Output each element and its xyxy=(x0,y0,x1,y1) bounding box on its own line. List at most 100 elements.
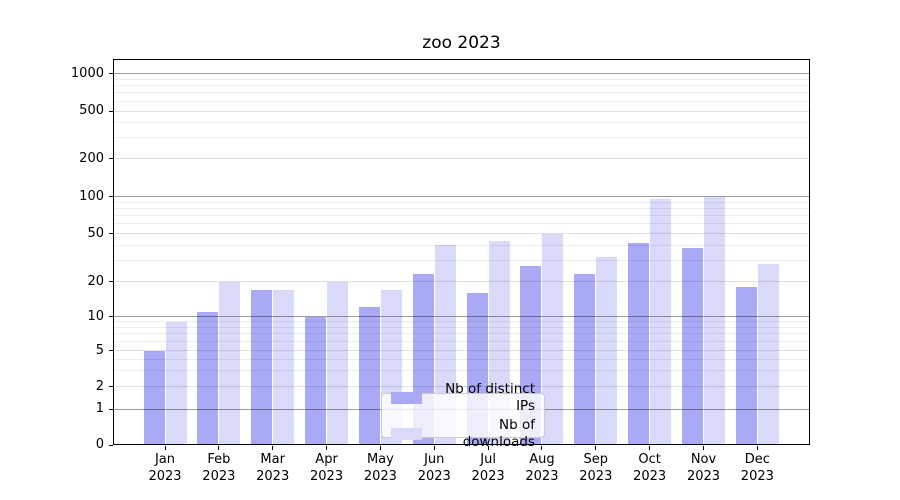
gridline-200 xyxy=(114,158,809,159)
x-tick-label: Oct 2023 xyxy=(633,452,667,484)
bar-nb-of-downloads-apr xyxy=(327,281,349,445)
y-tick-mark xyxy=(108,73,113,74)
bar-nb-of-distinct-ips-oct xyxy=(628,242,650,445)
x-tick-mark xyxy=(272,446,274,450)
gridline-100 xyxy=(114,196,809,197)
gridline-20 xyxy=(114,281,809,282)
x-tick-label: Jun 2023 xyxy=(417,452,451,484)
x-tick-label: Dec 2023 xyxy=(740,452,774,484)
gridline-300 xyxy=(114,136,809,138)
bar-nb-of-downloads-sep xyxy=(596,256,618,445)
legend-item-downloads: Nb of downloads xyxy=(391,417,535,451)
bar-nb-of-distinct-ips-apr xyxy=(305,316,327,445)
bar-nb-of-downloads-oct xyxy=(650,199,672,445)
gridline-4 xyxy=(114,358,809,360)
gridline-90 xyxy=(114,201,809,203)
y-tick-label: 200 xyxy=(79,150,104,166)
x-tick-mark xyxy=(756,446,758,450)
legend-label-distinct-ips: Nb of distinct IPs xyxy=(445,380,535,414)
y-tick-label: 500 xyxy=(79,103,104,118)
x-tick-mark xyxy=(218,446,220,450)
gridline-7 xyxy=(114,333,809,335)
y-tick-mark xyxy=(108,316,113,317)
y-tick-mark xyxy=(108,196,113,197)
gridline-50 xyxy=(114,233,809,234)
x-tick-label: Aug 2023 xyxy=(525,452,559,484)
x-tick-label: Nov 2023 xyxy=(686,452,721,484)
legend-swatch-distinct-ips-icon xyxy=(391,391,422,404)
bar-nb-of-distinct-ips-sep xyxy=(574,274,596,445)
bar-nb-of-downloads-aug xyxy=(542,233,564,445)
x-tick-label: Jan 2023 xyxy=(148,452,182,484)
gridline-6 xyxy=(114,341,809,343)
gridline-70 xyxy=(114,215,809,217)
gridline-2 xyxy=(114,386,809,387)
x-tick-label: Mar 2023 xyxy=(256,452,290,484)
legend-label-downloads: Nb of downloads xyxy=(462,416,535,450)
y-tick-label: 10 xyxy=(87,308,104,324)
legend-swatch-downloads-icon xyxy=(391,427,422,440)
y-tick-label: 1 xyxy=(95,401,104,416)
bar-nb-of-downloads-mar xyxy=(273,289,295,445)
y-tick-label: 5 xyxy=(95,342,104,358)
bar-nb-of-downloads-jan xyxy=(165,321,187,445)
gridline-60 xyxy=(114,223,809,225)
bar-nb-of-distinct-ips-jan xyxy=(143,350,165,445)
x-tick-label: Feb 2023 xyxy=(202,452,236,484)
gridline-600 xyxy=(114,100,809,102)
bar-nb-of-distinct-ips-mar xyxy=(251,289,273,445)
gridline-900 xyxy=(114,78,809,80)
gridline-400 xyxy=(114,122,809,124)
x-tick-mark xyxy=(487,446,489,450)
y-tick-label: 20 xyxy=(87,273,104,289)
y-tick-mark xyxy=(108,158,113,159)
y-tick-label: 0 xyxy=(95,437,104,452)
y-tick-label: 2 xyxy=(95,378,104,394)
gridline-700 xyxy=(114,92,809,94)
y-tick-label: 1000 xyxy=(70,65,104,81)
y-tick-mark xyxy=(108,350,113,351)
x-tick-label: May 2023 xyxy=(363,452,397,484)
bar-nb-of-distinct-ips-feb xyxy=(197,311,219,445)
gridline-1000 xyxy=(114,73,809,74)
bar-nb-of-distinct-ips-nov xyxy=(682,247,703,445)
x-tick-mark xyxy=(326,446,328,450)
bar-nb-of-distinct-ips-may xyxy=(358,307,380,445)
gridline-500 xyxy=(114,110,809,112)
bar-nb-of-downloads-feb xyxy=(219,281,241,445)
y-tick-mark xyxy=(108,444,113,446)
y-tick-mark xyxy=(108,233,113,234)
bar-nb-of-distinct-ips-dec xyxy=(735,286,757,445)
bar-nb-of-downloads-nov xyxy=(704,196,725,445)
x-tick-mark xyxy=(703,446,704,450)
x-tick-mark xyxy=(649,446,651,450)
bar-nb-of-downloads-dec xyxy=(757,263,779,445)
x-tick-label: Jul 2023 xyxy=(471,452,505,484)
gridline-80 xyxy=(114,207,809,209)
x-tick-mark xyxy=(541,446,543,450)
x-tick-label: Sep 2023 xyxy=(579,452,613,484)
y-tick-mark xyxy=(108,110,113,112)
x-tick-label: Apr 2023 xyxy=(310,452,344,484)
x-tick-mark xyxy=(433,446,435,450)
legend: Nb of distinct IPs Nb of downloads xyxy=(381,381,545,450)
chart-title: zoo 2023 xyxy=(422,33,501,53)
gridline-800 xyxy=(114,85,809,87)
x-tick-mark xyxy=(595,446,597,450)
x-tick-mark xyxy=(164,446,166,450)
gridline-9 xyxy=(114,321,809,323)
y-tick-label: 100 xyxy=(79,188,104,204)
legend-item-distinct-ips: Nb of distinct IPs xyxy=(391,381,535,415)
gridline-3 xyxy=(114,370,809,372)
gridline-40 xyxy=(114,244,809,246)
y-tick-mark xyxy=(108,408,113,410)
gridline-30 xyxy=(114,259,809,261)
gridline-5 xyxy=(114,350,809,351)
y-tick-mark xyxy=(108,281,113,282)
gridline-10 xyxy=(114,316,809,317)
x-tick-mark xyxy=(379,446,381,450)
y-tick-label: 50 xyxy=(87,225,104,241)
gridline-8 xyxy=(114,326,809,328)
y-tick-mark xyxy=(108,386,113,387)
